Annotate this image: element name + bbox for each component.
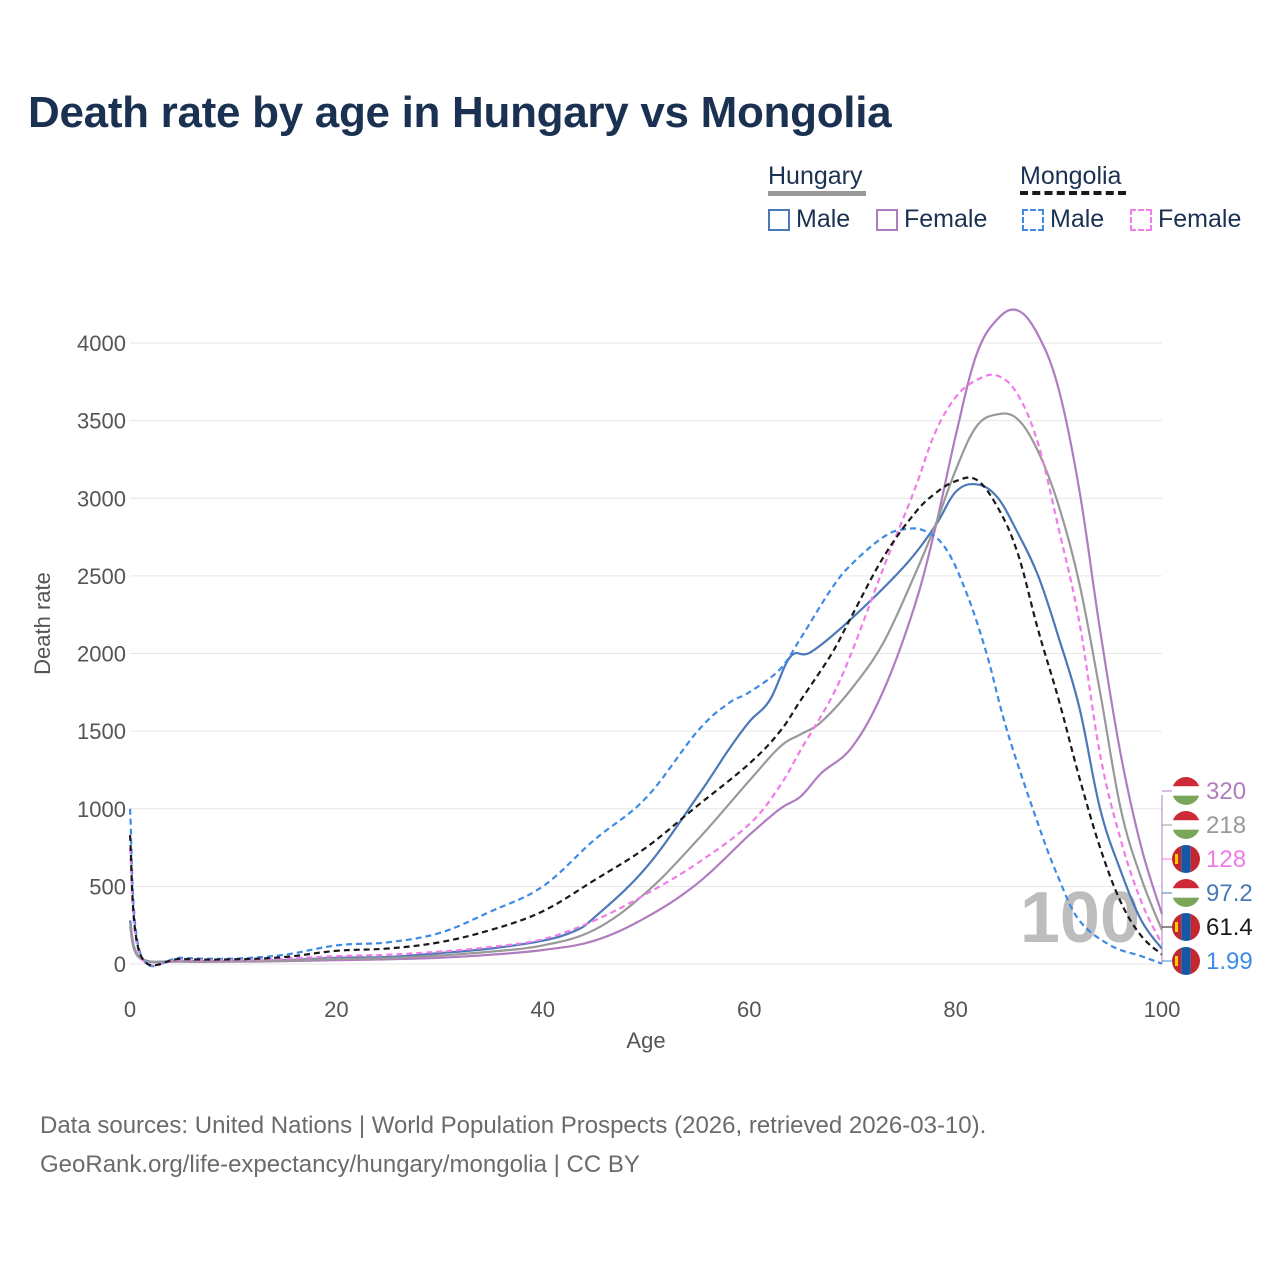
x-tick-label: 100 (1144, 997, 1181, 1022)
legend-item-mongolia-female[interactable]: Female (1130, 205, 1241, 234)
y-tick-label: 1000 (77, 797, 126, 822)
axes: 0 500 1000 1500 2000 2500 3000 3500 4000 0 20 40 60 8… (30, 331, 1180, 1053)
legend-swatch (876, 208, 898, 231)
legend-group-mongolia-line (1020, 191, 1126, 195)
x-tick-label: 20 (324, 997, 348, 1022)
series-line-hungary-female[interactable] (128, 308, 1164, 964)
legend-label: Female (904, 205, 988, 233)
y-tick-label: 3000 (77, 486, 126, 511)
series-line-mongolia-both[interactable] (128, 476, 1163, 967)
end-label-value: 128 (1206, 846, 1246, 873)
mongolia-flag-icon (1172, 913, 1200, 941)
legend-item-mongolia-male[interactable]: Male (1022, 205, 1104, 234)
y-axis-title: Death rate (30, 572, 55, 675)
hungary-flag-icon (1172, 879, 1200, 907)
x-axis-title: Age (626, 1028, 665, 1053)
y-tick-label: 1500 (77, 719, 126, 744)
legend-item-hungary-female[interactable]: Female (876, 205, 987, 234)
legend-swatch (768, 208, 790, 231)
source-line-1: Data sources: United Nations | World Pop… (40, 1112, 987, 1139)
x-tick-label: 80 (943, 997, 967, 1022)
y-tick-label: 3500 (77, 409, 126, 434)
series-lines (128, 308, 1164, 968)
series-line-hungary-male[interactable] (128, 482, 1163, 963)
end-label-mongolia: 1.99 (1162, 947, 1253, 975)
legend-group-mongolia: Mongolia (1020, 162, 1122, 190)
source-note: Data sources: United Nations | World Pop… (40, 1106, 986, 1184)
legend-label: Male (796, 205, 851, 233)
y-tick-label: 500 (89, 874, 126, 899)
source-line-2[interactable]: GeoRank.org/life-expectancy/hungary/mong… (40, 1151, 640, 1178)
end-label-value: 97.2 (1206, 880, 1253, 907)
grid-lines (130, 342, 1162, 965)
legend-label: Male (1050, 205, 1105, 233)
y-tick-label: 0 (114, 952, 126, 977)
y-tick-label: 4000 (77, 331, 126, 356)
legend-swatch (1130, 208, 1152, 231)
end-label-value: 61.4 (1206, 914, 1253, 941)
end-label-hungary: 218 (1162, 811, 1246, 839)
end-labels: 320 218 128 97.2 61.4 1.99 (1161, 777, 1253, 975)
series-line-mongolia-female[interactable] (128, 373, 1163, 967)
x-tick-label: 0 (124, 997, 136, 1022)
end-label-value: 1.99 (1206, 948, 1253, 975)
end-label-value: 218 (1206, 812, 1246, 839)
year-label: 100 (1020, 878, 1140, 958)
legend-group-hungary: Hungary (768, 162, 863, 190)
legend-swatch (1022, 208, 1044, 231)
series-line-mongolia-male[interactable] (128, 527, 1163, 968)
end-label-hungary: 97.2 (1162, 879, 1253, 907)
x-tick-label: 60 (737, 997, 761, 1022)
y-tick-label: 2500 (77, 564, 126, 589)
legend-group-hungary-line (768, 191, 866, 196)
chart-title: Death rate by age in Hungary vs Mongolia (28, 88, 892, 137)
hungary-flag-icon (1172, 811, 1200, 839)
series-line-hungary-both[interactable] (128, 412, 1164, 964)
end-label-mongolia: 61.4 (1162, 913, 1253, 941)
mongolia-flag-icon (1172, 845, 1200, 873)
y-tick-label: 2000 (77, 642, 126, 667)
mongolia-flag-icon (1172, 947, 1200, 975)
end-label-hungary: 320 (1162, 777, 1246, 805)
x-tick-label: 40 (531, 997, 555, 1022)
year-label-group: 100 (1020, 878, 1140, 958)
end-label-mongolia: 128 (1162, 845, 1246, 873)
hungary-flag-icon (1172, 777, 1200, 805)
end-label-value: 320 (1206, 778, 1246, 805)
legend-label: Female (1158, 205, 1242, 233)
legend-item-hungary-male[interactable]: Male (768, 205, 850, 234)
